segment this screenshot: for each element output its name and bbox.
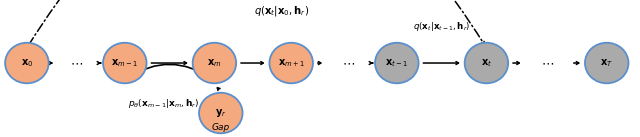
Text: $\mathbf{x}_{t-1}$: $\mathbf{x}_{t-1}$ <box>385 57 408 69</box>
Text: $\mathbf{x}_T$: $\mathbf{x}_T$ <box>600 57 613 69</box>
Text: $q(\mathbf{x}_t|\mathbf{x}_0, \mathbf{h}_r)$: $q(\mathbf{x}_t|\mathbf{x}_0, \mathbf{h}… <box>254 4 309 18</box>
Ellipse shape <box>375 43 419 83</box>
Text: $\mathbf{y}_r$: $\mathbf{y}_r$ <box>215 107 227 119</box>
FancyArrowPatch shape <box>573 62 579 65</box>
Text: Gap: Gap <box>212 122 230 132</box>
FancyArrowPatch shape <box>369 62 372 65</box>
Ellipse shape <box>585 43 628 83</box>
FancyArrowPatch shape <box>49 62 52 65</box>
Text: $p_\theta(\mathbf{x}_{m-1}|\mathbf{x}_m, \mathbf{h}_r)$: $p_\theta(\mathbf{x}_{m-1}|\mathbf{x}_m,… <box>127 97 199 110</box>
Text: $\mathbf{x}_m$: $\mathbf{x}_m$ <box>207 57 221 69</box>
FancyArrowPatch shape <box>513 62 519 65</box>
FancyArrowPatch shape <box>28 0 484 45</box>
FancyArrowPatch shape <box>423 62 458 65</box>
Ellipse shape <box>103 43 147 83</box>
FancyArrowPatch shape <box>151 62 186 65</box>
Ellipse shape <box>269 43 313 83</box>
FancyArrowPatch shape <box>317 62 321 65</box>
Text: $\mathbf{x}_{m-1}$: $\mathbf{x}_{m-1}$ <box>111 57 138 69</box>
Ellipse shape <box>5 43 49 83</box>
FancyArrowPatch shape <box>218 88 220 91</box>
Ellipse shape <box>199 93 243 133</box>
FancyArrowPatch shape <box>241 62 263 65</box>
Text: $\mathbf{x}_t$: $\mathbf{x}_t$ <box>481 57 492 69</box>
Ellipse shape <box>193 43 236 83</box>
Text: $\cdots$: $\cdots$ <box>342 57 355 69</box>
FancyArrowPatch shape <box>97 62 100 65</box>
Text: $\mathbf{x}_0$: $\mathbf{x}_0$ <box>20 57 33 69</box>
Text: $q(\mathbf{x}_t|\mathbf{x}_{t-1}, \mathbf{h}_r)$: $q(\mathbf{x}_t|\mathbf{x}_{t-1}, \mathb… <box>413 20 470 33</box>
Text: $\mathbf{x}_{m+1}$: $\mathbf{x}_{m+1}$ <box>278 57 305 69</box>
FancyArrowPatch shape <box>129 64 212 79</box>
Text: $\cdots$: $\cdots$ <box>70 57 83 69</box>
Text: $\cdots$: $\cdots$ <box>541 57 554 69</box>
Ellipse shape <box>465 43 508 83</box>
